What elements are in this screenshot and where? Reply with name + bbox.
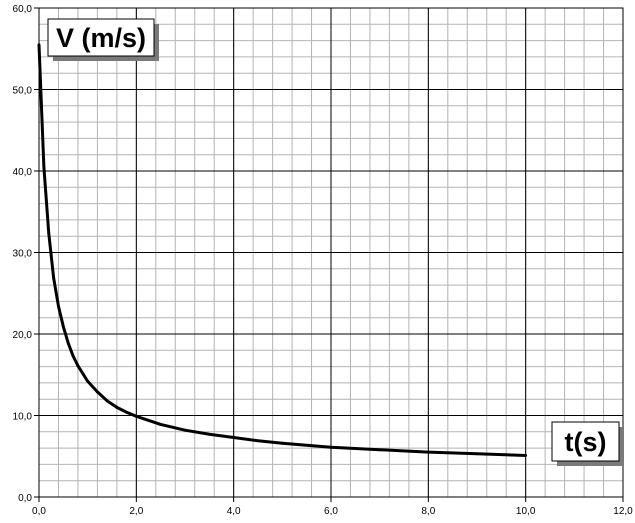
x-tick-label: 10,0 <box>516 506 536 517</box>
series-point <box>115 405 119 409</box>
series-point <box>475 452 479 456</box>
series-point <box>37 43 41 47</box>
series-point <box>61 325 65 329</box>
series-point <box>47 231 51 235</box>
x-axis-title-box: t(s) <box>551 421 624 466</box>
series-point <box>66 341 70 345</box>
y-tick-label: 50,0 <box>13 86 33 97</box>
series-point <box>96 390 99 394</box>
y-tick-label: 20,0 <box>13 330 33 341</box>
y-tick-label: 60,0 <box>13 4 33 15</box>
x-tick-label: 6,0 <box>324 506 338 517</box>
x-axis-title: t(s) <box>565 427 607 457</box>
series-point <box>86 379 90 383</box>
x-tick-label: 4,0 <box>227 506 241 517</box>
series-point <box>329 445 333 449</box>
y-tick-label: 30,0 <box>13 249 33 260</box>
series-point <box>159 423 163 426</box>
series-point <box>378 448 382 452</box>
series-point <box>207 432 211 436</box>
series-point <box>280 441 284 445</box>
series-point <box>105 399 109 403</box>
series-point <box>183 428 187 432</box>
series-point <box>232 436 236 439</box>
series-point <box>426 450 430 454</box>
series-point <box>57 304 60 308</box>
series-point <box>125 410 128 414</box>
x-tick-label: 2,0 <box>129 506 143 517</box>
y-tick-label: 0,0 <box>18 493 32 504</box>
y-tick-label: 10,0 <box>13 412 33 423</box>
series-line <box>37 44 526 457</box>
tick-labels: 0,0 2,0 4,0 6,0 8,0 10,0 12,0 0,0 10,0 20,0 30,0 40… <box>13 4 634 517</box>
series-point <box>524 454 528 457</box>
y-axis-title: V (m/s) <box>56 23 146 53</box>
x-axis-title-background <box>551 421 620 462</box>
series-point <box>52 276 55 280</box>
series-point <box>134 414 138 418</box>
plot-area-border <box>38 7 624 498</box>
series-point <box>71 354 75 358</box>
y-tick-label: 40,0 <box>13 167 33 178</box>
y-axis-title-box: V (m/s) <box>47 18 159 61</box>
y-axis-title-background <box>47 18 155 57</box>
series-point <box>42 165 46 169</box>
x-tick-label: 8,0 <box>421 506 435 517</box>
series-layer <box>37 43 528 457</box>
x-tick-label: 12,0 <box>613 506 633 517</box>
x-tick-label: 0,0 <box>32 506 46 517</box>
series-point <box>76 364 80 368</box>
series-point <box>256 439 260 443</box>
